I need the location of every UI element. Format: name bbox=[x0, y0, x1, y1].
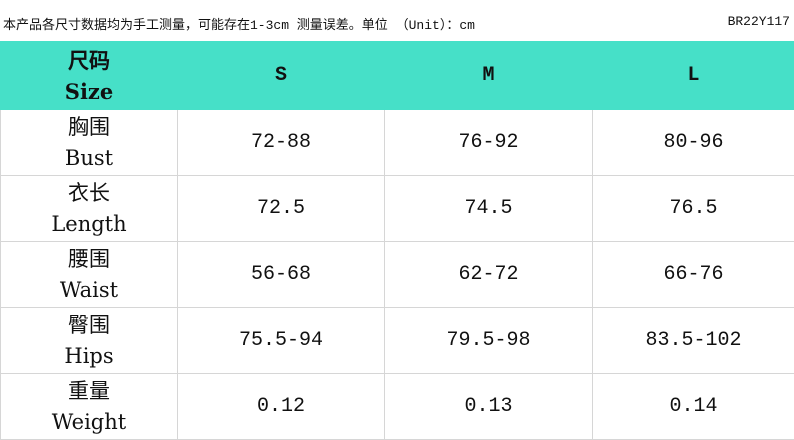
product-code: BR22Y117 bbox=[728, 14, 790, 29]
label-cn: 衣长 bbox=[1, 178, 177, 209]
cell-value: 56-68 bbox=[178, 242, 385, 308]
cell-value: 0.13 bbox=[385, 374, 593, 440]
cell-value: 72.5 bbox=[178, 176, 385, 242]
size-s: S bbox=[178, 42, 385, 110]
cell-value: 76-92 bbox=[385, 110, 593, 176]
label-en: Size bbox=[1, 76, 177, 107]
cell-value: 79.5-98 bbox=[385, 308, 593, 374]
cell-value: 76.5 bbox=[593, 176, 794, 242]
cell-value: 66-76 bbox=[593, 242, 794, 308]
label-cn: 尺码 bbox=[1, 45, 177, 76]
label-cn: 臀围 bbox=[1, 310, 177, 341]
note-text: 本产品各尺寸数据均为手工测量，可能存在1-3cm 测量误差。单位 （Unit）：… bbox=[3, 14, 475, 33]
cell-value: 72-88 bbox=[178, 110, 385, 176]
label-cn: 重量 bbox=[1, 376, 177, 407]
cell-value: 75.5-94 bbox=[178, 308, 385, 374]
label-cn: 胸围 bbox=[1, 112, 177, 143]
cell-value: 0.14 bbox=[593, 374, 794, 440]
label-en: Weight bbox=[1, 407, 177, 438]
cell-value: 74.5 bbox=[385, 176, 593, 242]
label-en: Length bbox=[1, 209, 177, 240]
cell-value: 80-96 bbox=[593, 110, 794, 176]
label-cn: 腰围 bbox=[1, 244, 177, 275]
cell-value: 62-72 bbox=[385, 242, 593, 308]
cell-value: 83.5-102 bbox=[593, 308, 794, 374]
size-m: M bbox=[385, 42, 593, 110]
label-en: Waist bbox=[1, 275, 177, 306]
label-en: Hips bbox=[1, 341, 177, 372]
size-l: L bbox=[593, 42, 794, 110]
label-en: Bust bbox=[1, 143, 177, 174]
measurement-note: 本产品各尺寸数据均为手工测量，可能存在1-3cm 测量误差。单位 （Unit）：… bbox=[0, 0, 794, 41]
cell-value: 0.12 bbox=[178, 374, 385, 440]
